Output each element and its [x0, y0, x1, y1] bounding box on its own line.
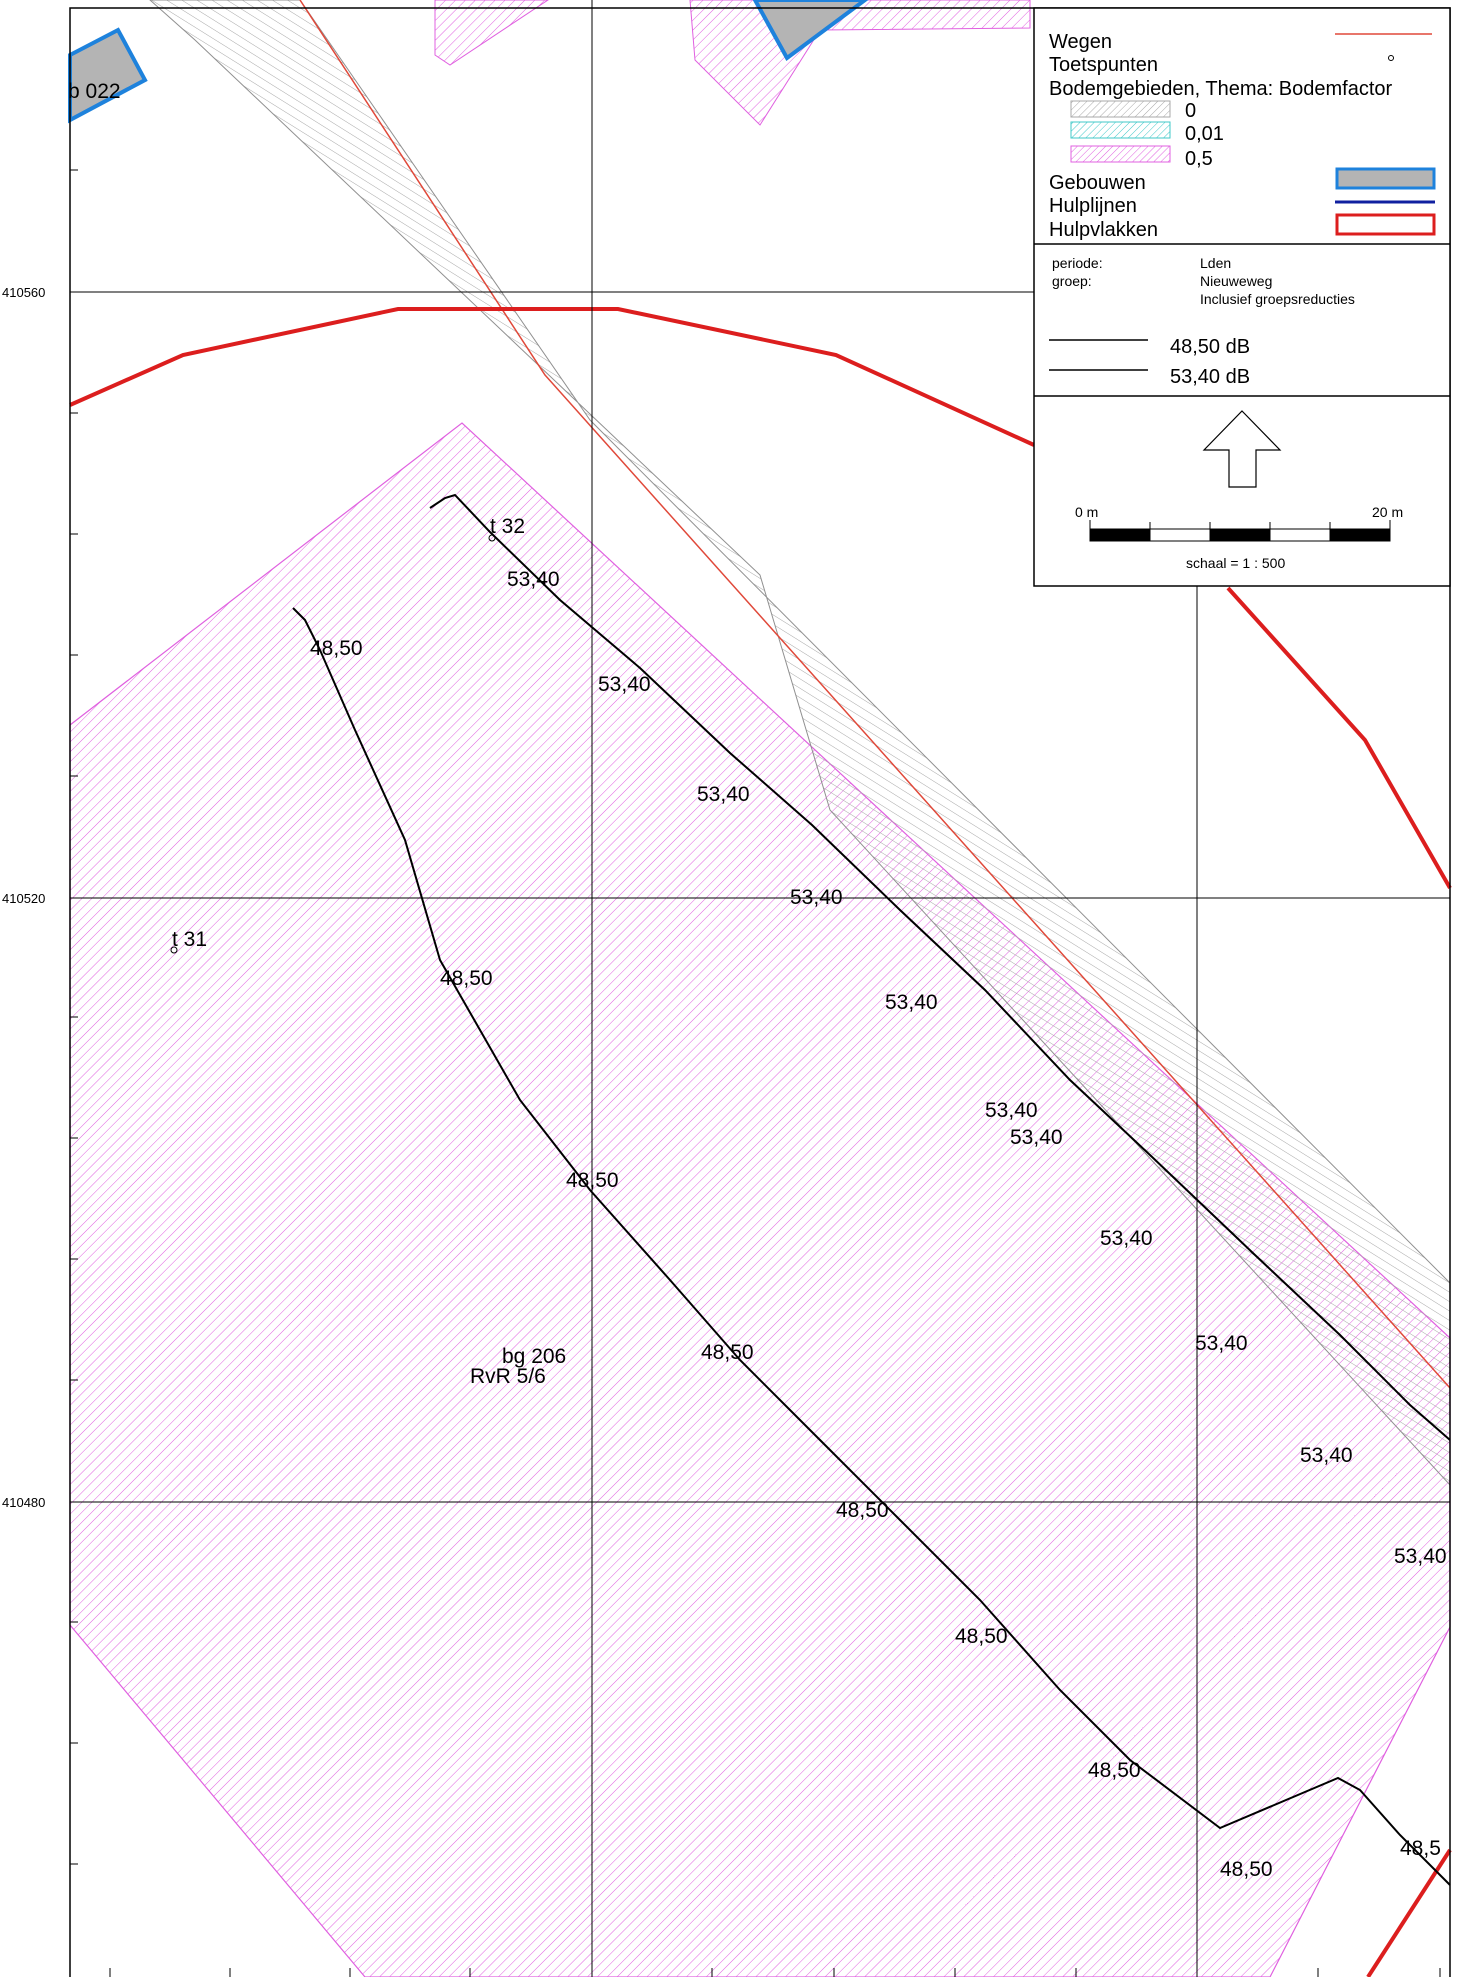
contour-label-48: 48,50: [310, 637, 363, 660]
legend-helper-areas-swatch: [1335, 213, 1436, 236]
north-arrow-icon: [1202, 410, 1282, 488]
contour-label-53: 53,40: [985, 1099, 1038, 1122]
test-point-31-marker: [170, 946, 178, 954]
legend-contour-53-label: 53,40 dB: [1170, 366, 1250, 388]
legend-soil-001-swatch: [1070, 121, 1171, 139]
contour-label-53: 53,40: [1195, 1332, 1248, 1355]
contour-label-48: 48,50: [1088, 1759, 1141, 1782]
legend-period-value: Lden: [1200, 255, 1231, 271]
scale-start-label: 0 m: [1075, 504, 1098, 520]
soil-area-bg206: [69, 422, 1451, 1977]
grid-label-410560: 410560: [2, 285, 45, 300]
legend-helper-areas-label: Hulpvlakken: [1049, 219, 1158, 241]
contour-label-48: 48,50: [836, 1499, 889, 1522]
road-line: [299, 0, 1451, 1389]
scale-ratio-label: schaal = 1 : 500: [1186, 555, 1285, 571]
legend-helper-lines-label: Hulplijnen: [1049, 195, 1137, 217]
contour-label-48: 48,50: [440, 967, 493, 990]
legend-soil-05-label: 0,5: [1185, 148, 1213, 170]
helper-area-outline-right: [1226, 586, 1452, 889]
contour-label-48: 48,50: [566, 1169, 619, 1192]
building-022: [68, 27, 148, 124]
coordinate-grid: [70, 0, 1450, 1977]
legend-test-point-icon: [1388, 55, 1394, 61]
contour-label-48: 48,50: [1220, 1858, 1273, 1881]
legend-group-label: groep:: [1052, 273, 1092, 289]
legend-soil-05-swatch: [1070, 145, 1171, 163]
soil-area-206-label: bg 206: [502, 1345, 566, 1368]
helper-area-outline: [69, 307, 1035, 447]
legend-soil-areas-label: Bodemgebieden, Thema: Bodemfactor: [1049, 78, 1393, 100]
legend-contour-48-label: 48,50 dB: [1170, 336, 1250, 358]
test-point-32-marker: [488, 534, 496, 542]
soil-area-top-right: [689, 0, 1031, 126]
legend-soil-0-label: 0: [1185, 100, 1196, 122]
legend-soil-001-label: 0,01: [1185, 123, 1224, 145]
contour-label-53: 53,40: [885, 991, 938, 1014]
grid-label-410520: 410520: [2, 891, 45, 906]
contour-label-53: 53,40: [1300, 1444, 1353, 1467]
test-point-32-label: t 32: [490, 515, 525, 538]
contour-label-48: 48,50: [701, 1341, 754, 1364]
building-022-label: b 022: [68, 80, 121, 103]
legend-period-label: periode:: [1052, 255, 1103, 271]
contour-label-53: 53,40: [1394, 1545, 1447, 1568]
soil-area-top-small: [434, 0, 549, 66]
legend-panel: Wegen Toetspunten Bodemgebieden, Thema: …: [1033, 7, 1451, 587]
legend-group-note: Inclusief groepsreducties: [1200, 291, 1355, 307]
building-top: [752, 0, 869, 61]
contour-label-48: 48,50: [955, 1625, 1008, 1648]
legend-roads-label: Wegen: [1049, 31, 1112, 53]
grid-label-410480: 410480: [2, 1495, 45, 1510]
contour-label-53: 53,40: [697, 783, 750, 806]
contour-label-53: 53,40: [507, 568, 560, 591]
legend-buildings-swatch: [1335, 167, 1436, 190]
frame-ticks: [70, 169, 1441, 1977]
legend-soil-0-swatch: [1070, 100, 1171, 118]
soil-area-206-sublabel: RvR 5/6: [470, 1365, 546, 1388]
contour-label-53: 53,40: [598, 673, 651, 696]
contour-48-50: [292, 607, 1451, 1886]
legend-test-points-label: Toetspunten: [1049, 54, 1158, 76]
legend-group-value: Nieuweweg: [1200, 273, 1272, 289]
map-frame: [69, 7, 1451, 1977]
contour-53-40: [429, 493, 1451, 1441]
contour-label-53: 53,40: [1100, 1227, 1153, 1250]
scale-bar: [1089, 520, 1391, 542]
contour-label-53: 53,40: [790, 886, 843, 909]
helper-area-outline-bottom: [1366, 1848, 1452, 1977]
contour-label-53: 53,40: [1010, 1126, 1063, 1149]
test-point-31-label: t 31: [172, 928, 207, 951]
contour-label-48-edge: 48,5: [1400, 1837, 1441, 1860]
scale-end-label: 20 m: [1372, 504, 1403, 520]
legend-buildings-label: Gebouwen: [1049, 172, 1146, 194]
